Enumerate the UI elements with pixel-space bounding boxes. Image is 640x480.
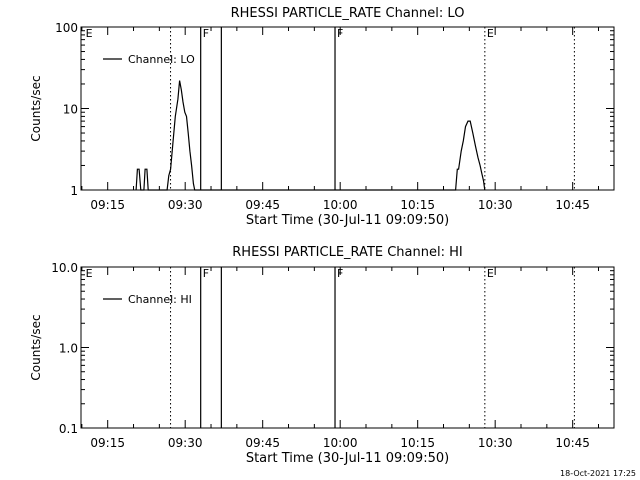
x-tick-label: 10:15 xyxy=(400,198,435,212)
footer-timestamp: 18-Oct-2021 17:25 xyxy=(560,469,636,478)
legend-label: Channel: LO xyxy=(128,53,195,66)
event-marker-label: F xyxy=(203,27,209,40)
x-tick-label: 09:45 xyxy=(245,436,280,450)
panel-lo: RHESSI PARTICLE_RATE Channel: LO 09:15 09:… xyxy=(29,6,615,228)
chart-title: RHESSI PARTICLE_RATE Channel: LO xyxy=(231,6,465,21)
y-axis-label: Counts/sec xyxy=(29,314,43,380)
x-tick-label: 10:30 xyxy=(478,198,513,212)
y-tick-label: 1.0 xyxy=(59,342,78,356)
event-marker-label: F xyxy=(337,267,343,280)
x-tick-label: 09:30 xyxy=(168,198,203,212)
x-tick-label: 10:15 xyxy=(400,436,435,450)
panel-hi: RHESSI PARTICLE_RATE Channel: HI 09:15 09:… xyxy=(29,245,615,466)
x-tick-label: 09:15 xyxy=(90,198,125,212)
x-tick-label: 10:00 xyxy=(323,436,358,450)
x-tick-label: 09:15 xyxy=(90,436,125,450)
y-tick-label: 1 xyxy=(70,184,78,198)
x-axis-label: Start Time (30-Jul-11 09:09:50) xyxy=(246,451,449,466)
y-tick-label: 10 xyxy=(63,103,78,117)
x-tick-label: 10:45 xyxy=(555,436,590,450)
x-tick-label: 10:30 xyxy=(478,436,513,450)
x-tick-label: 10:00 xyxy=(323,198,358,212)
y-tick-label: 10.0 xyxy=(51,261,78,275)
x-axis-label: Start Time (30-Jul-11 09:09:50) xyxy=(246,213,449,228)
event-marker-label: F xyxy=(337,27,343,40)
x-tick-label: 09:45 xyxy=(245,198,280,212)
y-axis-label: Counts/sec xyxy=(29,75,43,141)
series-line-channel-lo xyxy=(135,80,486,191)
x-tick-label: 09:30 xyxy=(168,436,203,450)
y-tick-label: 100 xyxy=(55,21,78,35)
chart-title: RHESSI PARTICLE_RATE Channel: HI xyxy=(232,245,462,260)
plot-frame xyxy=(80,26,615,191)
legend-label: Channel: HI xyxy=(128,293,192,306)
event-marker-label: E xyxy=(86,267,93,280)
event-marker-label: F xyxy=(203,267,209,280)
event-marker-label: E xyxy=(487,267,494,280)
event-marker-label: E xyxy=(86,27,93,40)
y-tick-label: 0.1 xyxy=(59,422,78,436)
event-marker-label: E xyxy=(487,27,494,40)
plot-frame xyxy=(80,266,615,429)
x-tick-label: 10:45 xyxy=(555,198,590,212)
